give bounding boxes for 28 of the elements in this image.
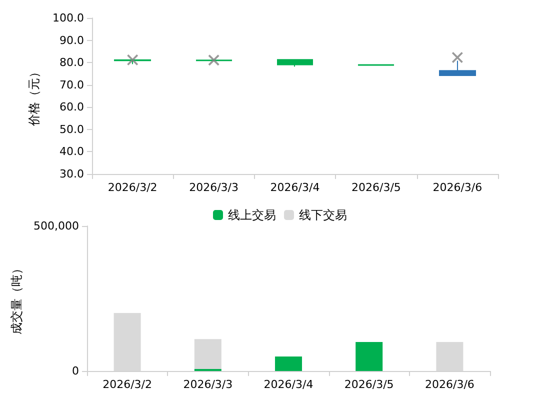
- x-tick-label: 2026/3/2: [108, 181, 158, 194]
- y-tick-label: 40.0: [60, 145, 84, 158]
- bar: [356, 342, 383, 371]
- y-tick-label: 60.0: [60, 100, 84, 114]
- candlestick: [277, 59, 313, 68]
- y-tick-label: 0: [72, 364, 79, 378]
- y-tick-label: 500,000: [34, 220, 79, 232]
- y-tick-label: 30.0: [60, 168, 84, 180]
- bar: [275, 356, 302, 371]
- x-tick-label: 2026/3/2: [102, 378, 152, 391]
- y-tick-label: 50.0: [60, 122, 84, 136]
- x-tick-label: 2026/3/4: [270, 181, 320, 194]
- legend-label: 线上交易: [228, 208, 276, 222]
- x-tick-label: 2026/3/5: [351, 181, 401, 194]
- y-tick-label: 90.0: [60, 34, 84, 47]
- y-tick-label: 100.0: [52, 12, 84, 24]
- y-axis-title: 成交量（吨）: [10, 262, 24, 334]
- y-tick-label: 80.0: [60, 56, 84, 70]
- x-tick-label: 2026/3/6: [432, 181, 482, 194]
- x-tick-label: 2026/3/6: [424, 378, 474, 391]
- y-axis-title: 价格（元）: [27, 66, 41, 127]
- x-tick-label: 2026/3/5: [344, 378, 394, 391]
- x-tick-label: 2026/3/3: [189, 181, 239, 194]
- x-tick-label: 2026/3/3: [183, 378, 233, 391]
- x-tick-label: 2026/3/4: [264, 378, 314, 391]
- y-tick-label: 70.0: [60, 78, 84, 92]
- bar: [194, 339, 222, 369]
- legend-label: 线下交易: [299, 208, 347, 222]
